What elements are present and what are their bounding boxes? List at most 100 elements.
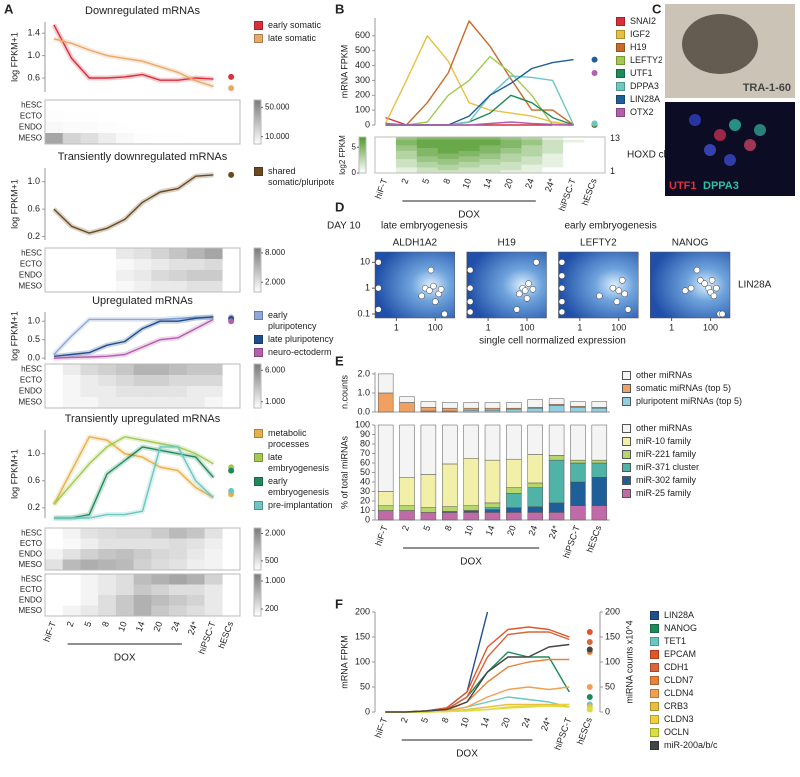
y-tick-label: 2.0 <box>357 368 370 378</box>
y-tick-label: 1.0 <box>357 387 370 397</box>
heat-cell <box>80 386 99 398</box>
line <box>385 121 574 126</box>
heat-cell <box>204 397 223 409</box>
y-tick-label: 100 <box>355 105 370 115</box>
legend-label: pre-implantation <box>268 500 333 510</box>
heat-cell <box>45 375 64 387</box>
y-tick-label: 1.4 <box>27 28 40 38</box>
heat-cell <box>395 161 418 165</box>
heat-cell <box>169 259 188 271</box>
heat-frame <box>44 363 241 409</box>
heat-cell <box>62 605 81 617</box>
legend-box: early somatic late somatic <box>254 20 334 44</box>
legend-item: early pluripotency <box>254 310 334 332</box>
y-tick-label: 0 <box>605 706 610 716</box>
legend-label: early pluripotency <box>268 310 317 331</box>
point <box>558 284 566 292</box>
bar-segment <box>442 512 458 521</box>
point <box>375 306 382 313</box>
heat-cell <box>204 111 223 123</box>
line-band <box>52 172 214 236</box>
y-axis-label: mRNA FPKM <box>339 635 349 689</box>
y-tick-label: 20 <box>360 495 370 505</box>
legend-swatch <box>616 30 625 39</box>
heat-cell <box>98 122 117 134</box>
heat-cell <box>416 156 439 160</box>
bar-segment <box>420 401 437 408</box>
y-tick-label: 100 <box>355 656 370 666</box>
heat-cell <box>437 150 459 154</box>
hesc-dot <box>228 85 235 92</box>
row-label: ENDO <box>19 123 42 132</box>
nucleus <box>714 129 726 141</box>
legend-item: somatic miRNAs (top 5) <box>622 383 792 394</box>
x-tick-label: hESCs <box>216 620 235 650</box>
bar-segment <box>377 373 394 394</box>
legend-item: late embryogenesis <box>254 452 334 474</box>
bar-segment <box>527 407 543 413</box>
bar-segment <box>527 482 543 488</box>
legend-item: early embryogenesis <box>254 476 334 498</box>
heat-cell <box>45 595 64 606</box>
legend-item: SNAI2 <box>616 16 662 27</box>
y-tick-label: 1.0 <box>27 448 40 458</box>
legend-label: early somatic <box>268 20 322 30</box>
y-tick-label: 50 <box>605 681 615 691</box>
heat-cell <box>98 375 117 387</box>
heat-cell <box>437 145 459 149</box>
heat-cell <box>62 364 81 376</box>
heat-cell <box>62 133 81 145</box>
bar-segment <box>591 477 608 506</box>
legend-swatch <box>616 56 625 65</box>
legend-item: CLDN7 <box>650 675 790 686</box>
heat-cell <box>375 145 397 149</box>
y-tick-label: 10 <box>360 505 370 515</box>
legend-label: CLDN4 <box>664 688 694 698</box>
heat-cell <box>169 584 188 596</box>
heat-cell <box>416 150 439 154</box>
heat-cell <box>169 538 188 550</box>
heat-cell <box>458 159 480 163</box>
heat-cell <box>479 139 501 143</box>
heat-cell <box>395 139 418 143</box>
y-axis-label: log FPKM+1 <box>9 179 19 229</box>
heat-cell <box>98 574 117 585</box>
legend: shared somatic/pluripotency <box>254 166 334 187</box>
heat-cell <box>395 170 418 174</box>
point <box>513 306 521 313</box>
heat-cell <box>204 528 223 539</box>
legend-item: CRB3 <box>650 701 790 712</box>
panel-label: E <box>335 353 344 368</box>
heat-cell <box>62 549 81 560</box>
heat-cell <box>186 270 205 282</box>
row-label: MESO <box>18 282 42 291</box>
heat-cell <box>98 270 117 282</box>
heat-cell <box>115 397 134 409</box>
chart-title: Upregulated mRNAs <box>92 295 193 307</box>
heat-cell <box>115 584 134 596</box>
y-tick-label: 80 <box>360 438 370 448</box>
bar-segment <box>377 424 394 492</box>
heat-cell <box>151 538 170 550</box>
heat-cell <box>98 559 117 571</box>
heat-cell <box>479 170 501 174</box>
heat-cell <box>115 549 134 560</box>
point <box>466 308 474 316</box>
legend-label: CLDN3 <box>664 714 694 724</box>
x-tick-label: 14 <box>134 620 147 633</box>
heat-cell <box>186 595 205 606</box>
heat-cell <box>500 145 522 149</box>
heat-cell <box>204 595 223 606</box>
row-label: ECTO <box>20 376 42 385</box>
bar-segment <box>420 512 437 521</box>
y-tick-label: 0.6 <box>27 204 40 214</box>
legend-label: other miRNAs <box>636 370 693 380</box>
legend-box: other miRNAs miR-10 family miR-221 family m… <box>622 423 792 499</box>
heat-cell <box>542 139 564 143</box>
heat-cell <box>169 100 188 112</box>
heat-cell <box>458 156 480 160</box>
legend-label: early embryogenesis <box>268 476 330 497</box>
point <box>558 259 566 266</box>
legend-label: CLDN7 <box>664 675 694 685</box>
point <box>437 286 445 293</box>
